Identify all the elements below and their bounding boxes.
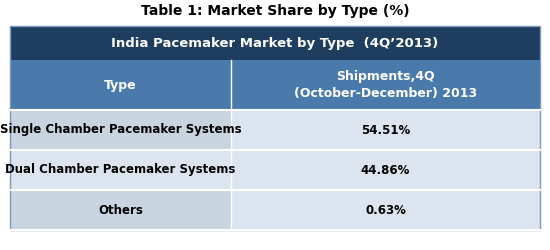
Text: Others: Others	[98, 204, 143, 216]
Text: Single Chamber Pacemaker Systems: Single Chamber Pacemaker Systems	[0, 124, 241, 136]
Text: Type: Type	[104, 78, 137, 92]
Bar	[231, 190, 540, 230]
Text: 54.51%: 54.51%	[361, 124, 410, 136]
Bar	[231, 150, 540, 190]
Bar	[10, 26, 540, 230]
Text: Table 1: Market Share by Type (%): Table 1: Market Share by Type (%)	[141, 4, 409, 18]
Bar	[10, 150, 231, 190]
Bar	[10, 60, 231, 110]
Text: 44.86%: 44.86%	[361, 164, 410, 176]
Bar	[231, 110, 540, 150]
Text: Shipments,4Q
(October-December) 2013: Shipments,4Q (October-December) 2013	[294, 70, 477, 100]
Bar	[10, 190, 231, 230]
Text: Dual Chamber Pacemaker Systems: Dual Chamber Pacemaker Systems	[6, 164, 235, 176]
Bar	[231, 60, 540, 110]
Text: India Pacemaker Market by Type  (4Q’2013): India Pacemaker Market by Type (4Q’2013)	[111, 36, 439, 50]
Text: 0.63%: 0.63%	[365, 204, 406, 216]
Bar	[10, 26, 540, 60]
Bar	[10, 110, 231, 150]
